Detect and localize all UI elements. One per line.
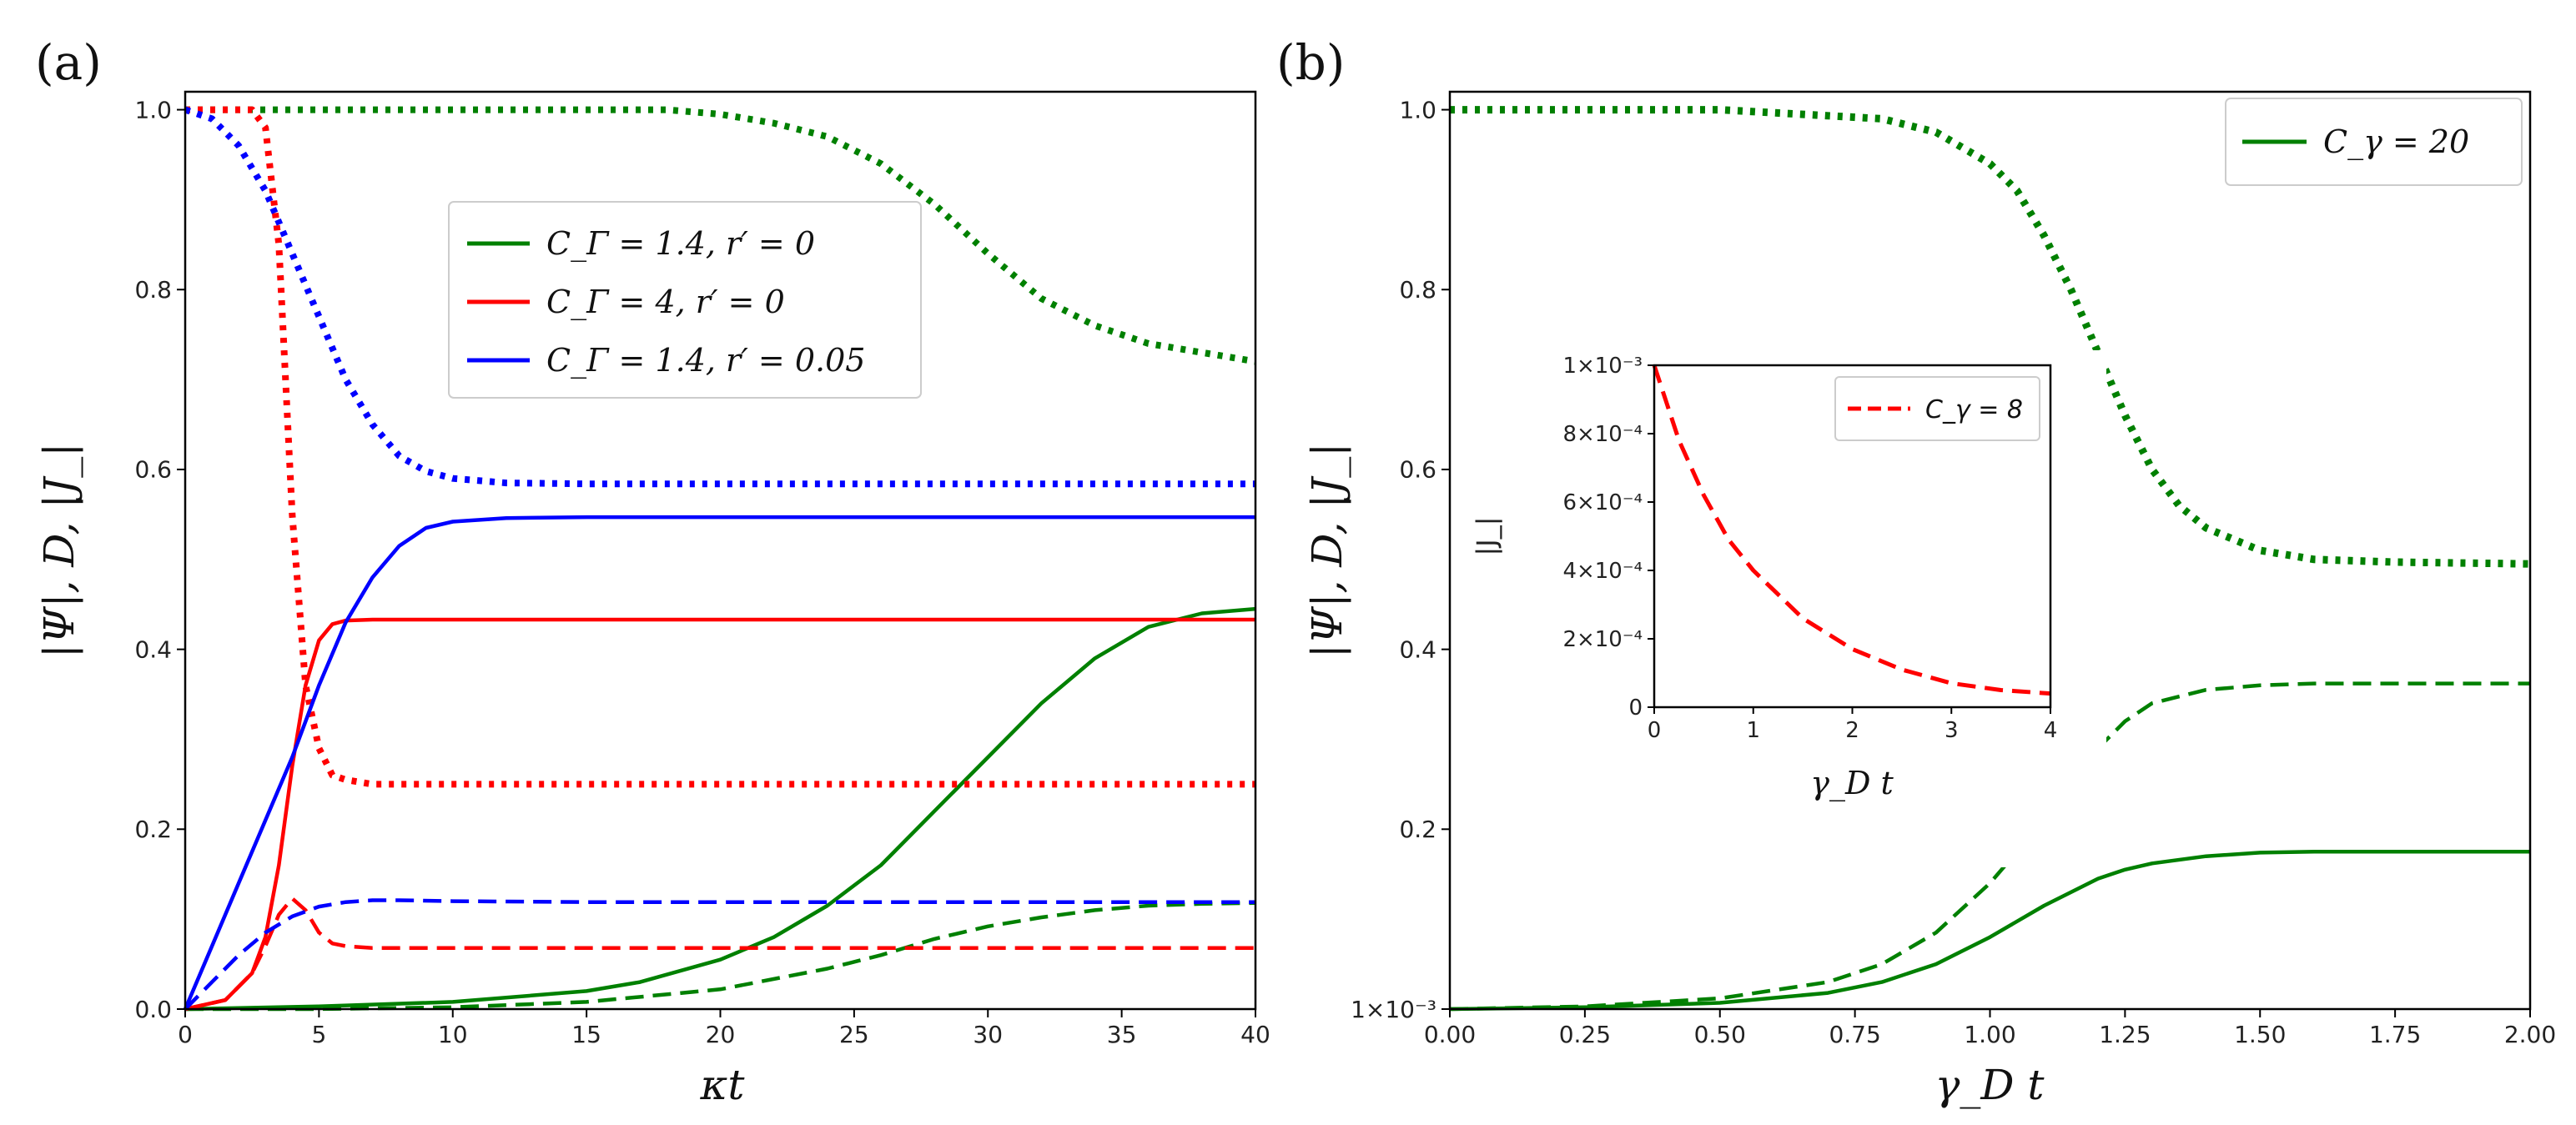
chart-b-xtick-label: 0.00 xyxy=(1424,1021,1476,1048)
inset-ticks: 0 1 2 3 4 0 2×10⁻⁴ 4×10⁻⁴ 6×10⁻⁴ 8×10⁻⁴ 1×10⁻³ xyxy=(1562,354,2057,743)
inset-ytick-label: 4×10⁻⁴ xyxy=(1562,559,1643,584)
chart-b: (b) 0.00 0.25 0.50 0.75 1.00 1.25 1.50 1.75 2.00… xyxy=(1276,34,2556,1109)
chart-b-legend: C_γ = 20 xyxy=(2225,98,2523,186)
inset-ytick-label: 2×10⁻⁴ xyxy=(1562,627,1643,652)
inset-xtick-label: 4 xyxy=(2044,718,2058,743)
chart-a-xtick-label: 0 xyxy=(178,1021,193,1048)
chart-a-xtick-label: 5 xyxy=(311,1021,326,1048)
chart-a-series xyxy=(183,106,1256,1012)
legend-a-label-2: C_Γ = 1.4, r′ = 0.05 xyxy=(546,342,865,379)
inset-ytick-label: 1×10⁻³ xyxy=(1562,354,1643,379)
inset-xtick-label: 1 xyxy=(1746,718,1760,743)
chart-a-legend: C_Γ = 1.4, r′ = 0 C_Γ = 4, r′ = 0 C_Γ = … xyxy=(448,201,922,399)
chart-a-xtick-label: 15 xyxy=(571,1021,601,1048)
inset-ytick-label: 6×10⁻⁴ xyxy=(1562,490,1643,515)
chart-b-ticks: 0.00 0.25 0.50 0.75 1.00 1.25 1.50 1.75 2.001×10… xyxy=(1351,96,2556,1048)
chart-a: (a) 0 5 10 15 20 25 30 35 40 0.0 0.2 0.4 0.6 0.8 1.0 κ… xyxy=(35,34,1270,1109)
chart-b-series-line-1 xyxy=(1449,681,2530,1012)
chart-a-ytick-label: 0.0 xyxy=(134,996,172,1023)
chart-a-ticks: 0 5 10 15 20 25 30 35 40 0.0 0.2 0.4 0.6 0.8 1.0 xyxy=(134,96,1270,1048)
chart-a-series-line-3 xyxy=(185,106,1255,788)
chart-a-series-line-7 xyxy=(183,515,1255,1010)
chart-b-ytick-label: 1×10⁻³ xyxy=(1351,996,1436,1023)
chart-b-ytick-label: 0.2 xyxy=(1399,816,1436,843)
legend-a-label-1: C_Γ = 4, r′ = 0 xyxy=(546,284,785,321)
inset-xlabel: γ_D t xyxy=(1810,765,1894,802)
inset-xtick-label: 0 xyxy=(1648,718,1662,743)
inset-xtick-label: 2 xyxy=(1845,718,1859,743)
chart-a-ytick-label: 1.0 xyxy=(134,96,172,123)
chart-b-xtick-label: 0.50 xyxy=(1694,1021,1746,1048)
chart-a-legend-box xyxy=(448,201,922,399)
inset-ytick-label: 8×10⁻⁴ xyxy=(1562,422,1643,447)
chart-a-xtick-label: 30 xyxy=(973,1021,1003,1048)
chart-a-xtick-label: 40 xyxy=(1240,1021,1270,1048)
chart-b-xtick-label: 1.50 xyxy=(2234,1021,2286,1048)
panel-label-b: (b) xyxy=(1276,34,1345,91)
legend-b-label-0: C_γ = 20 xyxy=(2323,123,2469,161)
chart-a-xtick-label: 20 xyxy=(706,1021,736,1048)
chart-b-ytick-label: 0.8 xyxy=(1399,276,1436,304)
chart-b-xtick-label: 1.00 xyxy=(1964,1021,2015,1048)
chart-b-xtick-label: 1.25 xyxy=(2099,1021,2151,1048)
chart-a-ytick-label: 0.8 xyxy=(134,276,172,304)
chart-a-series-line-8 xyxy=(184,898,1255,1011)
inset-legend-box xyxy=(1834,376,2040,441)
chart-b-ytick-label: 0.6 xyxy=(1399,456,1436,484)
chart-b-legend-box xyxy=(2225,98,2523,186)
inset-legend: C_γ = 8 xyxy=(1834,376,2040,441)
chart-a-series-line-4 xyxy=(184,617,1255,1012)
chart-b-xtick-label: 0.75 xyxy=(1829,1021,1880,1048)
chart-a-ytick-label: 0.4 xyxy=(134,635,172,663)
chart-a-series-line-6 xyxy=(184,106,1255,488)
chart-a-xtick-label: 25 xyxy=(839,1021,869,1048)
chart-a-series-line-5 xyxy=(184,896,1255,1012)
chart-a-ylabel: |Ψ|, D, |J_| xyxy=(35,443,83,658)
chart-b-ytick-label: 0.4 xyxy=(1399,635,1436,663)
chart-b-xtick-label: 0.25 xyxy=(1559,1021,1611,1048)
chart-b-xlabel: γ_D t xyxy=(1935,1061,2045,1109)
inset-xtick-label: 3 xyxy=(1945,718,1959,743)
chart-a-xlabel: κt xyxy=(700,1061,746,1109)
chart-b-series-line-0 xyxy=(1450,106,2531,568)
chart-a-ytick-label: 0.6 xyxy=(134,456,172,484)
inset-ytick-label: 0 xyxy=(1628,696,1643,721)
chart-a-ytick-label: 0.2 xyxy=(134,816,172,843)
chart-b-inset: 0 1 2 3 4 0 2×10⁻⁴ 4×10⁻⁴ 6×10⁻⁴ 8×10⁻⁴ 1×10⁻³ γ_D… xyxy=(1471,350,2106,867)
chart-a-xtick-label: 35 xyxy=(1107,1021,1137,1048)
chart-b-xtick-label: 1.75 xyxy=(2369,1021,2421,1048)
panel-label-a: (a) xyxy=(35,34,102,91)
chart-a-series-line-0 xyxy=(185,106,1256,365)
inset-legend-label: C_γ = 8 xyxy=(1925,395,2023,424)
chart-b-ytick-label: 1.0 xyxy=(1399,96,1436,123)
chart-a-series-line-1 xyxy=(184,606,1256,1012)
chart-a-xtick-label: 10 xyxy=(438,1021,468,1048)
chart-a-series-line-2 xyxy=(185,901,1256,1012)
chart-b-xtick-label: 2.00 xyxy=(2504,1021,2556,1048)
legend-a-label-0: C_Γ = 1.4, r′ = 0 xyxy=(546,225,815,263)
chart-b-ylabel: |Ψ|, D, |J_| xyxy=(1303,443,1351,658)
inset-ylabel: |J_| xyxy=(1471,517,1502,556)
chart-b-series xyxy=(1449,106,2531,1012)
inset-series xyxy=(1652,364,2051,696)
inset-series-line-0 xyxy=(1652,364,2051,696)
chart-b-series-line-2 xyxy=(1449,850,2530,1012)
